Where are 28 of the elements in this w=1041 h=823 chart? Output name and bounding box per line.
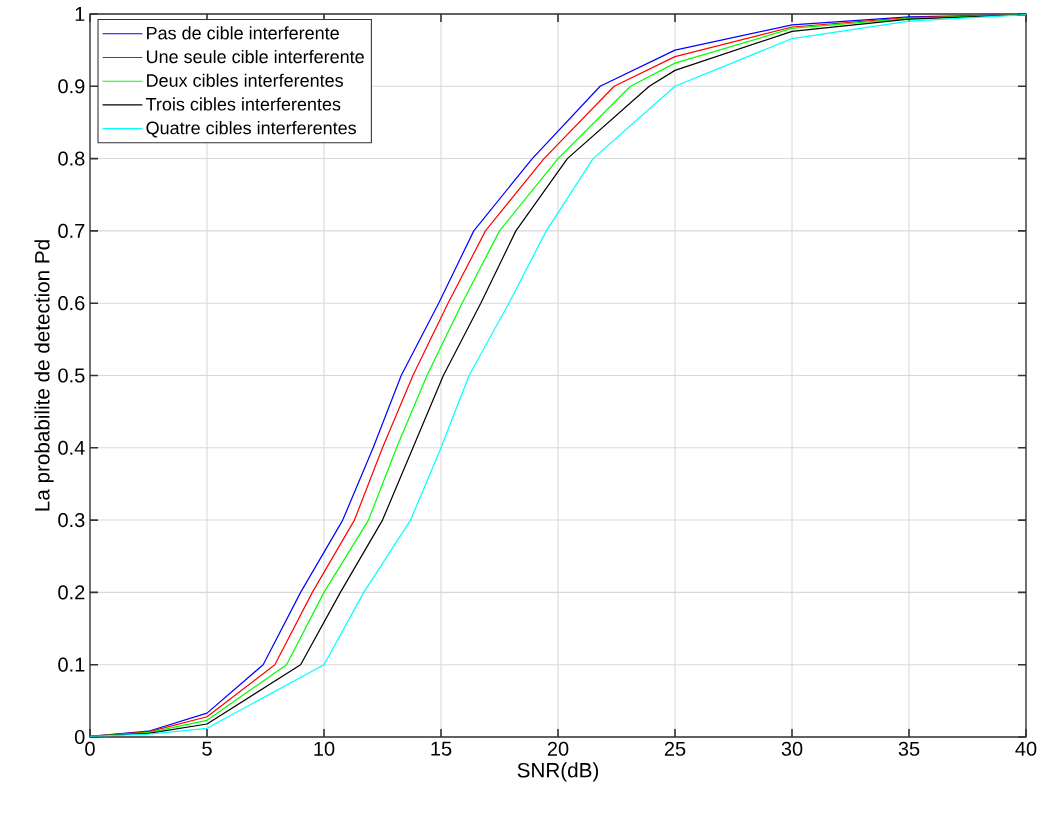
x-tick-label: 15	[431, 741, 452, 756]
legend-label: Pas de cible interferente	[147, 26, 339, 40]
y-tick-label: 0.2	[58, 585, 85, 600]
x-axis-title: SNR(dB)	[517, 762, 599, 782]
x-tick-label: 25	[664, 741, 686, 756]
y-tick-label: 0.8	[58, 151, 85, 166]
y-axis-title: La probabilite de detection Pd	[34, 240, 54, 511]
y-tick-label: 0.1	[58, 657, 85, 672]
line-series	[90, 14, 1026, 737]
y-tick-label: 0.4	[58, 440, 85, 455]
x-tick-label: 20	[547, 741, 569, 756]
legend-label: Une seule cible interferente	[146, 49, 364, 64]
y-tick-label: 0	[74, 729, 85, 745]
x-tick-label: 10	[314, 741, 335, 756]
x-tick-label: 5	[202, 741, 212, 756]
x-tick-label: 40	[1015, 741, 1037, 756]
y-tick-label: 0.7	[58, 223, 85, 238]
x-tick-label: 30	[781, 741, 803, 756]
x-tick-label: 0	[85, 741, 95, 756]
y-tick-label: 0.6	[58, 296, 85, 311]
legend-label: Quatre cibles interferentes	[146, 121, 356, 138]
y-tick-label: 1	[75, 7, 85, 21]
x-tick-label: 35	[898, 741, 920, 756]
y-tick-label: 0.3	[58, 513, 85, 528]
y-tick-label: 0.9	[58, 79, 85, 94]
legend-label: Deux cibles interferentes	[147, 73, 343, 87]
legend-label: Trois cibles interferentes	[145, 97, 341, 111]
y-tick-label: 0.5	[58, 368, 85, 383]
